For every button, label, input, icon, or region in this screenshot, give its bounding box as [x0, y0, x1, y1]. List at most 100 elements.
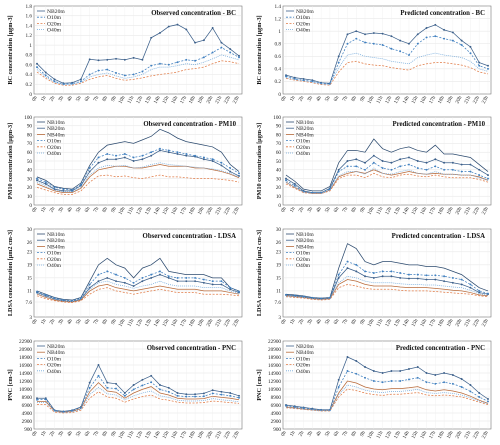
data-point-O10m: [238, 396, 240, 399]
x-tick-label: 5h: [324, 206, 332, 214]
legend-label: O40m: [47, 28, 62, 34]
y-tick-label: 16900: [268, 363, 281, 369]
data-point-O10m: [469, 390, 472, 393]
data-point-O10m: [399, 50, 402, 53]
x-tick-label: 3h: [306, 95, 314, 103]
x-tick-label: 22h: [223, 95, 232, 105]
x-tick-label: 15h: [162, 430, 171, 440]
x-tick-label: 0h: [280, 206, 288, 214]
data-point-O10m: [211, 51, 214, 54]
y-tick-label: 10: [27, 194, 33, 200]
data-point-O10m: [53, 297, 56, 300]
y-axis-label: PNC [cm-3]: [256, 369, 263, 400]
data-point-O10m: [220, 393, 223, 396]
legend-label: O10m: [296, 356, 311, 362]
data-point-O10m: [202, 278, 205, 281]
data-point-O10m: [355, 372, 358, 375]
data-point-NB20m: [53, 78, 56, 81]
series-line-NB20m: [37, 364, 240, 412]
y-tick-label: 0.4: [26, 72, 33, 78]
data-point-O10m: [285, 75, 287, 78]
data-point-NB20m: [194, 280, 197, 283]
chart-panel-0: 0 0.2 0.4 0.6 0.8 1 1.2 1.4 1.6 1.8 0h 1h 2h 3h 4h 5h 6h…: [7, 4, 243, 105]
data-point-O10m: [97, 156, 100, 159]
data-point-NB20m: [364, 161, 366, 164]
data-point-NB20m: [460, 283, 463, 286]
x-tick-label: 10h: [367, 430, 376, 440]
x-tick-label: 1h: [289, 430, 297, 438]
data-point-NB20m: [159, 31, 161, 34]
data-point-NB20m: [115, 280, 117, 283]
legend-label: O10m: [47, 139, 62, 145]
x-tick-label: 10h: [118, 95, 127, 105]
data-point-O10m: [451, 276, 454, 279]
y-tick-label: 100: [24, 115, 32, 121]
data-point-O10m: [115, 273, 117, 276]
x-tick-label: 13h: [144, 206, 153, 216]
legend-label: NB40m: [47, 132, 65, 138]
y-axis-label: BC concentration [µgm-3]: [7, 15, 14, 84]
x-tick-label: 2h: [298, 430, 306, 438]
data-point-NB20m: [381, 275, 384, 278]
data-point-O10m: [88, 73, 91, 76]
data-point-O10m: [364, 168, 366, 171]
data-point-NB20m: [408, 277, 410, 280]
data-point-NB20m: [97, 59, 100, 62]
data-point-O10m: [311, 296, 314, 299]
data-point-O10m: [293, 294, 296, 297]
y-tick-label: 11: [27, 289, 32, 295]
data-point-O10m: [372, 272, 375, 274]
data-point-NB20m: [88, 58, 91, 61]
series-line-NB40m: [36, 164, 240, 194]
y-tick-label: 900: [24, 427, 32, 433]
x-tick-label: 16h: [170, 95, 179, 105]
data-point-O10m: [150, 64, 153, 67]
data-point-NB20m: [211, 283, 214, 286]
data-point-O10m: [194, 154, 197, 157]
data-point-O10m: [62, 188, 65, 191]
data-point-O10m: [106, 270, 109, 273]
y-tick-label: 60: [27, 150, 33, 156]
data-point-O10m: [390, 168, 393, 171]
data-point-O10m: [451, 39, 454, 42]
data-point-NB20m: [372, 276, 375, 279]
data-point-O10m: [229, 394, 232, 397]
x-tick-label: 16h: [419, 206, 428, 216]
x-tick-label: 16h: [170, 430, 179, 440]
legend-label: NB20m: [296, 9, 314, 15]
y-tick-label: 0: [29, 203, 32, 209]
series-line-O40m: [285, 52, 489, 85]
legend-label: O10m: [296, 15, 311, 21]
data-point-NB20m: [416, 277, 419, 280]
x-tick-label: 21h: [214, 430, 223, 440]
y-tick-label: 70: [27, 141, 33, 147]
x-tick-label: 20h: [205, 430, 214, 440]
data-point-NB20m: [159, 384, 161, 386]
data-point-NB20m: [176, 280, 179, 283]
x-tick-label: 21h: [214, 318, 223, 328]
data-point-O10m: [416, 273, 419, 276]
y-tick-label: 30: [276, 227, 282, 233]
x-tick-label: 6h: [84, 318, 92, 326]
data-point-O10m: [364, 376, 366, 379]
data-point-NB20m: [469, 286, 472, 289]
x-tick-label: 19h: [197, 318, 206, 328]
y-tick-label: 10: [276, 194, 282, 200]
data-point-NB20m: [293, 182, 296, 185]
y-tick-label: 30: [27, 176, 33, 182]
chart-panel-3: 0 10 20 30 40 50 60 70 80 90 100 0h 1h 2h 3h 4h 5h 6h 7h 8h…: [256, 115, 492, 216]
data-point-NB20m: [141, 280, 144, 283]
data-point-NB20m: [229, 288, 232, 291]
x-tick-label: 3h: [306, 318, 314, 326]
y-tick-label: 12900: [19, 379, 32, 385]
x-tick-label: 11h: [127, 430, 136, 440]
y-tick-label: 23: [276, 250, 282, 256]
data-point-NB20m: [364, 275, 366, 278]
y-tick-label: 20: [27, 185, 33, 191]
data-point-NB20m: [141, 58, 144, 61]
x-tick-label: 2h: [298, 95, 306, 103]
x-tick-label: 23h: [481, 206, 490, 216]
data-point-NB20m: [372, 154, 375, 157]
x-tick-label: 22h: [472, 430, 481, 440]
